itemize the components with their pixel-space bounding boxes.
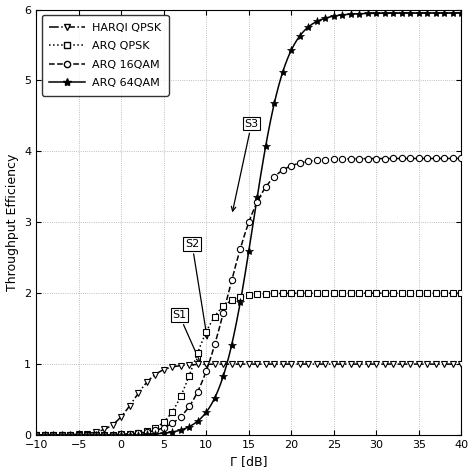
- Text: S2: S2: [185, 239, 209, 339]
- X-axis label: Γ [dB]: Γ [dB]: [230, 456, 267, 468]
- Text: S3: S3: [231, 118, 259, 211]
- Text: S1: S1: [172, 310, 201, 363]
- Legend: HARQI QPSK, ARQ QPSK, ARQ 16QAM, ARQ 64QAM: HARQI QPSK, ARQ QPSK, ARQ 16QAM, ARQ 64Q…: [42, 15, 169, 96]
- Y-axis label: Throughput Efficiency: Throughput Efficiency: [6, 154, 18, 291]
